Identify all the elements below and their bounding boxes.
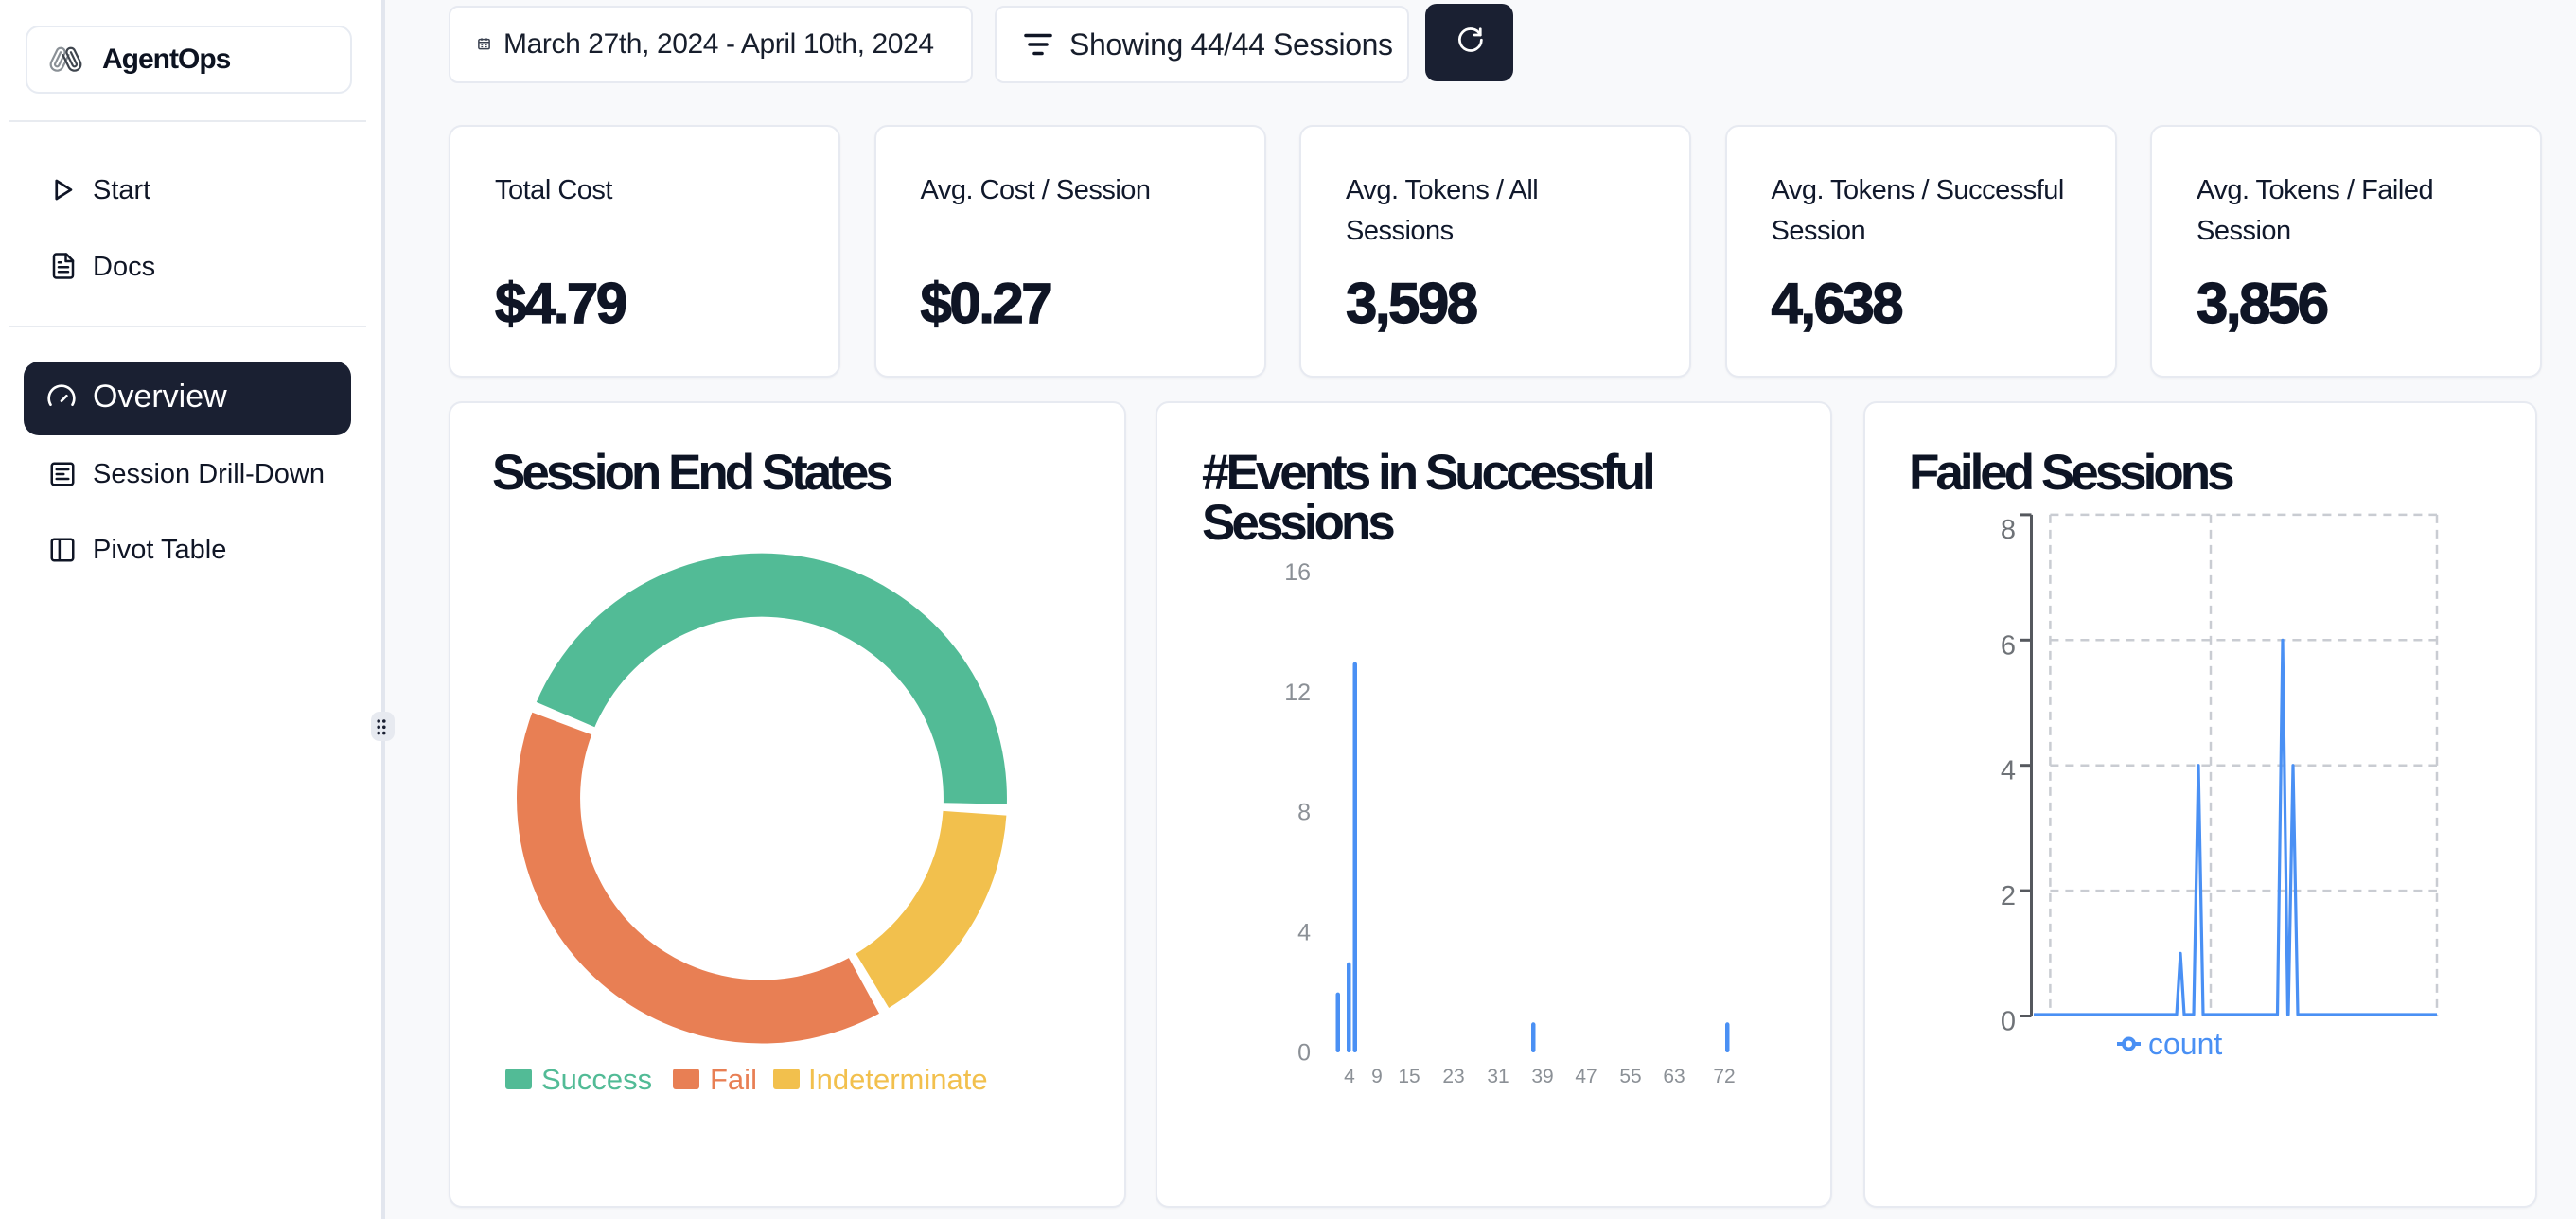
svg-text:2: 2 — [2001, 881, 2016, 911]
svg-text:72: 72 — [1713, 1066, 1735, 1087]
svg-text:count: count — [2148, 1027, 2222, 1061]
svg-text:23: 23 — [1442, 1066, 1464, 1087]
svg-text:16: 16 — [1284, 559, 1311, 586]
svg-text:39: 39 — [1531, 1066, 1553, 1087]
svg-text:4: 4 — [2001, 756, 2016, 786]
svg-text:0: 0 — [2001, 1007, 2016, 1037]
svg-text:55: 55 — [1619, 1066, 1641, 1087]
svg-text:31: 31 — [1487, 1066, 1509, 1087]
svg-text:4: 4 — [1344, 1066, 1355, 1087]
svg-text:8: 8 — [2001, 515, 2016, 545]
svg-text:12: 12 — [1284, 680, 1311, 706]
svg-text:15: 15 — [1398, 1066, 1420, 1087]
svg-text:0: 0 — [1297, 1040, 1311, 1067]
svg-text:4: 4 — [1297, 920, 1311, 946]
svg-text:6: 6 — [2001, 630, 2016, 661]
svg-text:9: 9 — [1371, 1066, 1383, 1087]
svg-text:47: 47 — [1575, 1066, 1597, 1087]
svg-text:63: 63 — [1663, 1066, 1685, 1087]
svg-text:8: 8 — [1297, 800, 1311, 826]
